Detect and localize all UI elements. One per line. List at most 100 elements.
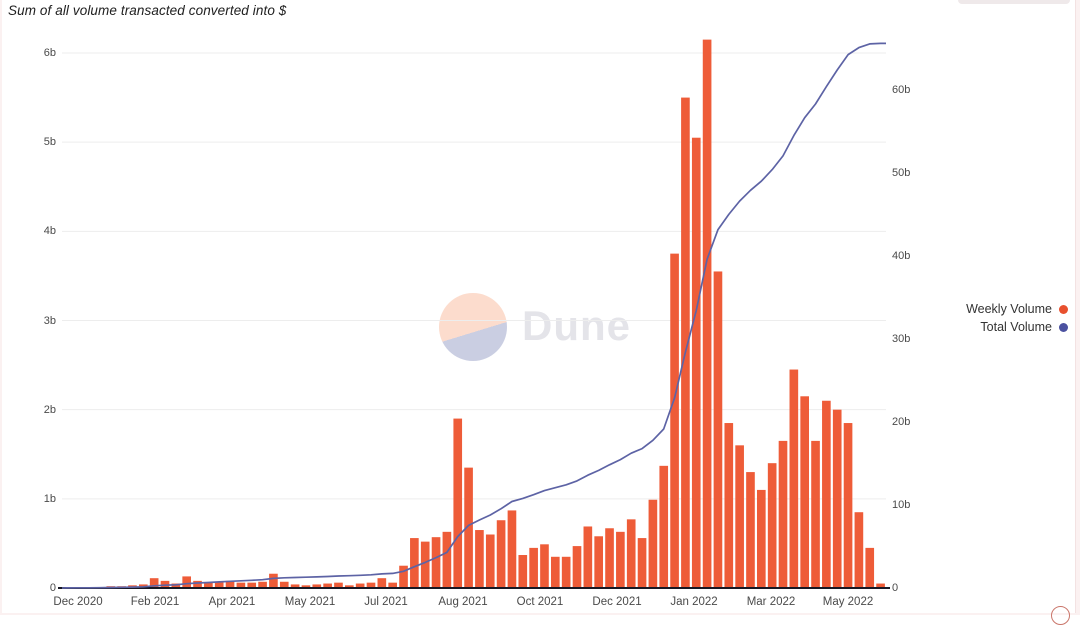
right-axis-tick: 40b — [892, 250, 911, 262]
weekly-volume-bar — [366, 582, 376, 588]
weekly-volume-bar — [399, 565, 408, 588]
weekly-volume-bar — [279, 581, 289, 588]
left-axis-tick: 2b — [43, 403, 56, 416]
weekly-volume-bar — [626, 519, 636, 588]
weekly-volume-bar — [648, 499, 658, 589]
weekly-volume-bar — [670, 253, 679, 589]
weekly-volume-bar — [225, 580, 235, 588]
weekly-volume-bar — [778, 440, 788, 589]
weekly-volume-bar — [724, 423, 734, 588]
weekly-volume-bar — [247, 582, 257, 588]
weekly-volume-bar — [865, 547, 875, 589]
weekly-volume-bar — [843, 423, 853, 588]
weekly-volume-bar — [507, 510, 517, 589]
x-axis-tick: Dec 2020 — [53, 596, 103, 608]
x-axis-tick: Oct 2021 — [516, 596, 564, 608]
weekly-volume-bar — [301, 585, 311, 588]
refresh-status-icon[interactable] — [1051, 606, 1070, 625]
weekly-volume-bar — [453, 418, 463, 588]
weekly-volume-bar — [355, 583, 365, 588]
weekly-volume-bar — [290, 584, 300, 588]
weekly-volume-bar — [767, 463, 777, 588]
right-axis-tick: 30b — [892, 333, 911, 345]
weekly-volume-bar — [789, 369, 799, 588]
weekly-volume-bar — [583, 526, 593, 588]
weekly-volume-bar — [496, 520, 506, 588]
left-axis-tick: 0 — [49, 582, 56, 594]
weekly-volume-bar — [713, 271, 723, 588]
weekly-volume-bar — [204, 582, 213, 588]
right-axis-tick: 20b — [892, 416, 911, 428]
x-axis-tick: Jul 2021 — [364, 596, 408, 608]
weekly-volume-bar — [518, 555, 528, 588]
weekly-volume-bar — [746, 472, 755, 588]
x-axis-tick: Jan 2022 — [670, 596, 718, 608]
right-axis-tick: 0 — [892, 582, 899, 594]
page-edge-left — [0, 0, 2, 615]
page-edge-bottom — [0, 613, 1080, 615]
left-axis-tick: 4b — [43, 225, 56, 238]
weekly-volume-bar — [832, 409, 842, 588]
weekly-volume-bar — [637, 538, 647, 588]
weekly-volume-bar — [334, 582, 343, 588]
legend-item-total-volume[interactable]: Total Volume — [966, 320, 1068, 334]
weekly-volume-bar — [756, 489, 766, 588]
left-axis-tick: 1b — [43, 492, 56, 505]
legend-dot-icon — [1059, 322, 1068, 332]
weekly-volume-bar — [442, 531, 452, 589]
legend-item-weekly-volume[interactable]: Weekly Volume — [966, 302, 1068, 316]
right-axis-tick: 60b — [892, 84, 911, 96]
legend-dot-icon — [1059, 304, 1068, 314]
weekly-volume-bar — [485, 534, 495, 588]
weekly-volume-bar — [182, 576, 191, 588]
weekly-volume-bar — [214, 581, 224, 588]
weekly-volume-bar — [236, 582, 246, 588]
weekly-volume-bar — [681, 97, 690, 588]
weekly-volume-bar — [594, 536, 603, 588]
left-axis-tick: 6b — [43, 47, 56, 59]
weekly-volume-bar — [171, 583, 181, 588]
left-axis-tick: 3b — [43, 314, 56, 327]
weekly-volume-bar — [344, 585, 354, 588]
weekly-volume-bar — [735, 445, 744, 588]
weekly-volume-bar — [605, 528, 614, 588]
weekly-volume-bar — [420, 541, 430, 588]
weekly-volume-bar — [561, 556, 571, 588]
x-axis-tick: Feb 2021 — [130, 596, 180, 608]
weekly-volume-bar — [193, 580, 202, 588]
legend-label: Total Volume — [980, 320, 1052, 334]
x-axis-tick: Mar 2022 — [746, 596, 796, 608]
cutoff-control — [958, 0, 1070, 4]
total-volume-line — [61, 42, 886, 589]
chart-title: Sum of all volume transacted converted i… — [8, 3, 287, 18]
weekly-volume-bar — [529, 547, 538, 589]
weekly-volume-bar — [800, 396, 809, 588]
x-axis-tick: Dec 2021 — [592, 596, 642, 608]
weekly-volume-bar — [616, 531, 625, 589]
weekly-volume-bar — [258, 581, 267, 588]
right-axis-tick: 10b — [892, 499, 911, 511]
chart-legend: Weekly Volume Total Volume — [966, 298, 1068, 338]
weekly-volume-bar — [822, 400, 831, 588]
weekly-volume-bar — [410, 538, 419, 588]
weekly-volume-bar — [323, 583, 332, 588]
weekly-volume-bar — [702, 39, 712, 589]
weekly-volume-bar — [475, 530, 484, 588]
weekly-volume-bar — [854, 512, 864, 588]
weekly-volume-bar — [659, 465, 669, 588]
weekly-volume-bar — [572, 546, 582, 588]
legend-label: Weekly Volume — [966, 302, 1052, 316]
weekly-volume-bar — [691, 137, 701, 588]
page-edge-right — [1075, 0, 1080, 615]
x-axis-tick: May 2022 — [822, 596, 874, 608]
weekly-volume-bar — [377, 578, 387, 588]
weekly-volume-bar — [388, 582, 397, 588]
weekly-volume-bar — [811, 440, 820, 589]
weekly-volume-bar — [431, 537, 441, 588]
weekly-volume-bar — [876, 583, 885, 588]
x-axis-tick: Aug 2021 — [438, 596, 488, 608]
left-axis-tick: 5b — [43, 136, 56, 149]
weekly-volume-bar — [540, 544, 549, 588]
weekly-volume-bar — [312, 584, 322, 588]
